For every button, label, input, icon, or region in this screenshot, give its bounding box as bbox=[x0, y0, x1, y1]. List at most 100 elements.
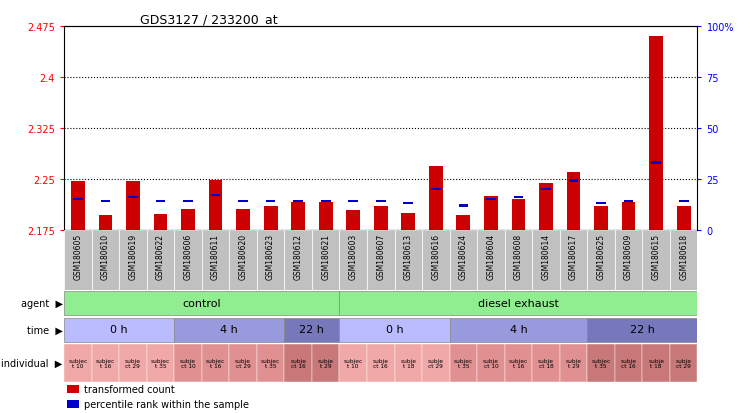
Text: subjec
t 10: subjec t 10 bbox=[344, 358, 363, 368]
Bar bbox=[532, 344, 559, 382]
Bar bbox=[210, 194, 220, 197]
Bar bbox=[238, 200, 248, 203]
Bar bbox=[649, 37, 663, 230]
Text: 0 h: 0 h bbox=[110, 325, 128, 335]
Text: GSM180614: GSM180614 bbox=[541, 233, 550, 279]
Bar bbox=[202, 344, 229, 382]
Bar bbox=[376, 200, 385, 203]
Text: subjec
t 35: subjec t 35 bbox=[454, 358, 473, 368]
Bar bbox=[477, 344, 504, 382]
Bar bbox=[339, 318, 449, 342]
Bar bbox=[348, 200, 358, 203]
Bar bbox=[559, 344, 587, 382]
Bar bbox=[67, 385, 78, 393]
Bar bbox=[429, 167, 443, 230]
Bar bbox=[431, 188, 440, 191]
Bar bbox=[339, 344, 367, 382]
Text: 22 h: 22 h bbox=[299, 325, 324, 335]
Text: subjec
t 35: subjec t 35 bbox=[591, 358, 611, 368]
Bar bbox=[128, 196, 138, 199]
Bar bbox=[119, 344, 147, 382]
Text: GSM180609: GSM180609 bbox=[624, 233, 633, 279]
Bar bbox=[594, 206, 608, 230]
Bar bbox=[147, 230, 174, 290]
Text: GSM180610: GSM180610 bbox=[101, 233, 110, 279]
Text: subje
ct 18: subje ct 18 bbox=[538, 358, 554, 368]
Bar bbox=[100, 200, 110, 203]
Text: agent  ▶: agent ▶ bbox=[20, 298, 63, 309]
Bar bbox=[458, 204, 468, 207]
Text: subje
ct 29: subje ct 29 bbox=[676, 358, 691, 368]
Bar bbox=[209, 180, 222, 230]
Bar bbox=[367, 230, 394, 290]
Bar bbox=[651, 161, 661, 164]
Bar bbox=[284, 230, 312, 290]
Bar bbox=[183, 200, 193, 203]
Bar bbox=[596, 202, 606, 205]
Text: GSM180624: GSM180624 bbox=[459, 233, 468, 279]
Text: GSM180616: GSM180616 bbox=[431, 233, 440, 279]
Bar bbox=[71, 181, 84, 230]
Bar bbox=[264, 206, 277, 230]
Bar bbox=[99, 216, 112, 230]
Bar bbox=[615, 230, 642, 290]
Text: subje
ct 16: subje ct 16 bbox=[372, 358, 389, 368]
Bar bbox=[513, 196, 523, 199]
Text: subjec
t 16: subjec t 16 bbox=[206, 358, 225, 368]
Bar bbox=[126, 181, 139, 230]
Bar bbox=[174, 318, 284, 342]
Bar bbox=[670, 230, 697, 290]
Text: GSM180613: GSM180613 bbox=[404, 233, 412, 279]
Bar bbox=[449, 230, 477, 290]
Text: 22 h: 22 h bbox=[630, 325, 654, 335]
Text: GSM180625: GSM180625 bbox=[596, 233, 605, 279]
Text: control: control bbox=[182, 298, 221, 308]
Bar bbox=[642, 230, 670, 290]
Bar bbox=[622, 203, 636, 230]
Text: percentile rank within the sample: percentile rank within the sample bbox=[84, 399, 250, 408]
Text: subje
ct 16: subje ct 16 bbox=[621, 358, 636, 368]
Text: GSM180623: GSM180623 bbox=[266, 233, 275, 279]
Bar bbox=[422, 230, 449, 290]
Bar bbox=[293, 200, 303, 203]
Text: GSM180620: GSM180620 bbox=[238, 233, 247, 279]
Bar bbox=[319, 203, 333, 230]
Bar bbox=[449, 318, 587, 342]
Bar bbox=[181, 210, 195, 230]
Bar bbox=[154, 214, 167, 230]
Text: subjec
t 10: subjec t 10 bbox=[68, 358, 87, 368]
Bar bbox=[73, 198, 83, 201]
Bar bbox=[374, 206, 388, 230]
Text: individual  ▶: individual ▶ bbox=[2, 358, 63, 368]
Bar bbox=[236, 210, 250, 230]
Text: subjec
t 35: subjec t 35 bbox=[151, 358, 170, 368]
Bar bbox=[484, 196, 498, 230]
Text: subje
ct 10: subje ct 10 bbox=[483, 358, 499, 368]
Text: GSM180606: GSM180606 bbox=[183, 233, 192, 279]
Text: subje
ct 10: subje ct 10 bbox=[180, 358, 196, 368]
Text: 4 h: 4 h bbox=[220, 325, 238, 335]
Text: subje
ct 29: subje ct 29 bbox=[428, 358, 444, 368]
Text: GSM180617: GSM180617 bbox=[569, 233, 578, 279]
Bar bbox=[174, 344, 202, 382]
Text: GSM180607: GSM180607 bbox=[376, 233, 385, 279]
Bar bbox=[257, 230, 284, 290]
Bar bbox=[64, 230, 92, 290]
Text: GSM180618: GSM180618 bbox=[679, 233, 688, 279]
Text: subje
t 29: subje t 29 bbox=[566, 358, 581, 368]
Bar bbox=[339, 291, 697, 316]
Bar bbox=[587, 230, 615, 290]
Bar bbox=[147, 344, 174, 382]
Bar bbox=[394, 230, 422, 290]
Bar bbox=[92, 230, 119, 290]
Text: GSM180621: GSM180621 bbox=[321, 233, 330, 279]
Bar bbox=[67, 400, 78, 408]
Text: 0 h: 0 h bbox=[386, 325, 403, 335]
Bar bbox=[567, 173, 581, 230]
Bar bbox=[339, 230, 367, 290]
Text: subje
ct 16: subje ct 16 bbox=[290, 358, 306, 368]
Bar bbox=[64, 344, 92, 382]
Bar bbox=[266, 200, 275, 203]
Bar bbox=[229, 344, 257, 382]
Text: GSM180622: GSM180622 bbox=[156, 233, 165, 279]
